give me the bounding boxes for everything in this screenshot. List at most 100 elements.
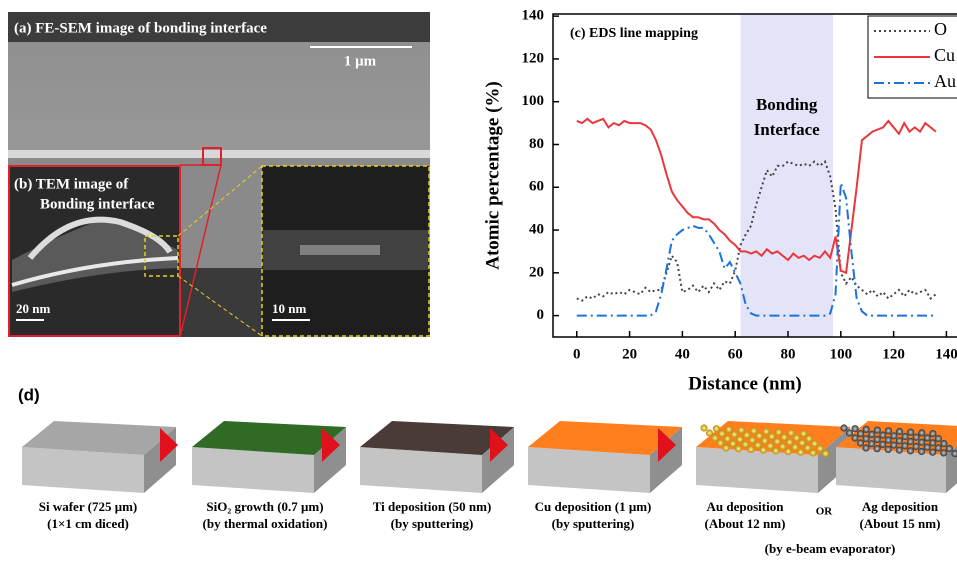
particle: [907, 447, 914, 454]
scale-label: 20 nm: [16, 301, 50, 316]
particle: [718, 430, 725, 437]
zoom-interface: [300, 245, 380, 255]
or-label: OR: [816, 506, 834, 518]
interface-line: [8, 150, 430, 158]
x-tick-label: 140: [935, 346, 957, 362]
particle: [760, 447, 767, 454]
particle: [747, 446, 754, 453]
x-tick-label: 80: [781, 346, 796, 362]
particle: [772, 447, 779, 454]
particle: [822, 450, 829, 457]
particle: [781, 434, 788, 441]
particle: [756, 432, 763, 439]
y-tick-label: 120: [522, 50, 545, 66]
particle: [805, 435, 812, 442]
particle: [811, 440, 818, 447]
panel-title: Bonding interface: [40, 196, 155, 212]
step-caption: Si wafer (725 μm): [39, 499, 137, 514]
particle: [700, 424, 707, 431]
particle: [767, 442, 774, 449]
particle: [754, 442, 761, 449]
chart-title: (c) EDS line mapping: [570, 26, 698, 41]
particle: [804, 444, 811, 451]
x-tick-label: 40: [675, 346, 690, 362]
particle: [711, 434, 718, 441]
wafer-front: [192, 447, 314, 493]
legend-label: Au: [934, 71, 956, 91]
step-caption: (About 12 nm): [705, 516, 786, 531]
particle: [775, 429, 782, 436]
x-tick-label: 60: [728, 346, 743, 362]
particle: [793, 434, 800, 441]
particle: [785, 448, 792, 455]
y-axis-title: Atomic percentage (%): [482, 81, 503, 270]
particle: [929, 449, 936, 456]
annotation: Interface: [754, 120, 821, 139]
particle: [717, 439, 724, 446]
particle: [731, 431, 738, 438]
particle: [797, 449, 804, 456]
x-tick-label: 120: [882, 346, 905, 362]
chart: 020406080100120140020406080100120140Dist…: [482, 8, 957, 395]
particle: [774, 438, 781, 445]
figure: (a) FE-SEM image of bonding interface 1 …: [0, 0, 957, 562]
panel-title: (a) FE-SEM image of bonding interface: [14, 20, 267, 36]
step-caption: Ag deposition: [862, 499, 939, 514]
method-caption: (by e-beam evaporator): [765, 541, 896, 556]
particle: [735, 445, 742, 452]
x-tick-label: 20: [622, 346, 637, 362]
particle: [857, 439, 864, 446]
legend-label: O: [934, 19, 947, 39]
particle: [763, 428, 770, 435]
particle: [724, 435, 731, 442]
particle: [738, 427, 745, 434]
particle: [722, 444, 729, 451]
particle: [885, 446, 892, 453]
particle: [918, 448, 925, 455]
wafer-front: [360, 447, 482, 493]
x-tick-label: 100: [830, 346, 853, 362]
particle: [810, 449, 817, 456]
particle: [725, 426, 732, 433]
step-caption: (by thermal oxidation): [203, 516, 328, 531]
particle: [799, 439, 806, 446]
particle: [846, 429, 853, 436]
scale-label: 10 nm: [272, 301, 306, 316]
wafer-front: [528, 447, 650, 493]
microscopy-panel: (a) FE-SEM image of bonding interface 1 …: [8, 12, 430, 337]
process-diagram: (d) Si wafer (725 μm)(1×1 cm diced)SiO₂ …: [18, 385, 957, 556]
step-caption: (1×1 cm diced): [47, 516, 129, 531]
particle: [896, 447, 903, 454]
particle: [940, 449, 947, 456]
particle: [816, 445, 823, 452]
particle: [851, 434, 858, 441]
particle: [874, 445, 881, 452]
x-axis-title: Distance (nm): [688, 373, 801, 394]
particle: [742, 441, 749, 448]
particle: [792, 444, 799, 451]
step-caption: Au deposition: [707, 499, 785, 514]
particle: [743, 432, 750, 439]
step-caption: SiO₂ growth (0.7 μm): [206, 499, 323, 514]
particle: [786, 439, 793, 446]
particle: [768, 433, 775, 440]
y-tick-label: 20: [529, 264, 544, 280]
y-tick-label: 100: [522, 93, 545, 109]
particle: [736, 436, 743, 443]
particle: [788, 429, 795, 436]
particle: [729, 440, 736, 447]
highlight: [740, 14, 832, 337]
step-caption: Cu deposition (1 μm): [535, 499, 652, 514]
y-tick-label: 40: [529, 221, 544, 237]
particle: [749, 437, 756, 444]
particle: [862, 444, 869, 451]
y-tick-label: 0: [537, 307, 545, 323]
y-tick-label: 60: [529, 179, 544, 195]
wafer-front: [22, 447, 144, 493]
annotation: Bonding: [756, 95, 818, 114]
particle: [800, 430, 807, 437]
y-tick-label: 140: [522, 8, 545, 24]
panel-title: (b) TEM image of: [14, 176, 129, 192]
particle: [761, 437, 768, 444]
particle: [840, 424, 847, 431]
